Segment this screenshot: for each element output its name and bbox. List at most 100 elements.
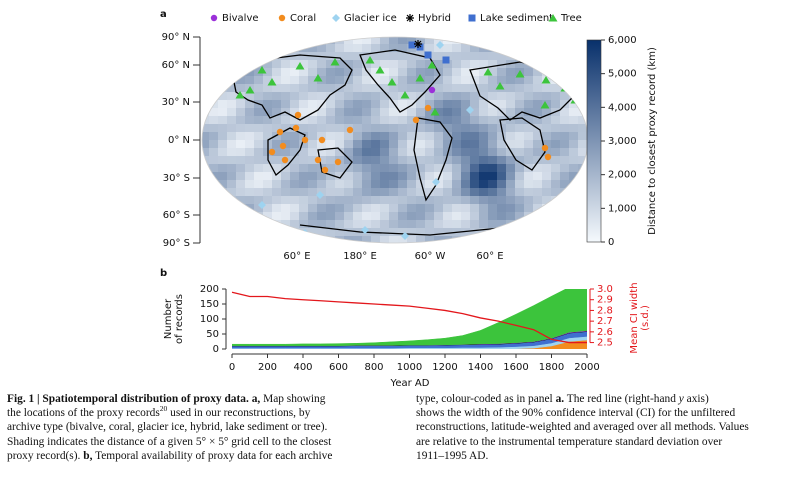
grid-cell — [317, 37, 326, 44]
grid-cell — [380, 244, 389, 252]
x-tick-label: 600 — [329, 362, 348, 373]
y2-axis-label: (s.d.) — [640, 305, 651, 331]
grid-cell — [308, 172, 317, 180]
grid-cell — [335, 68, 344, 76]
grid-cell — [236, 132, 245, 140]
grid-cell — [560, 68, 569, 76]
y2-tick-label: 2.9 — [597, 295, 613, 306]
grid-cell — [542, 156, 551, 164]
grid-cell — [209, 164, 218, 172]
grid-cell — [308, 180, 317, 188]
grid-cell — [308, 116, 317, 124]
grid-cell — [389, 164, 398, 172]
grid-cell — [569, 148, 578, 156]
grid-cell — [389, 204, 398, 212]
grid-cell — [587, 244, 596, 252]
grid-cell — [254, 244, 263, 252]
grid-cell — [443, 180, 452, 188]
grid-cell — [443, 228, 452, 236]
grid-cell — [569, 156, 578, 164]
grid-cell — [326, 92, 335, 100]
grid-cell — [533, 148, 542, 156]
grid-cell — [272, 92, 281, 100]
grid-cell — [524, 148, 533, 156]
grid-cell — [254, 188, 263, 196]
grid-cell — [551, 180, 560, 188]
proxy-marker — [276, 128, 284, 136]
grid-cell — [326, 84, 335, 92]
grid-cell — [542, 172, 551, 180]
grid-cell — [218, 140, 227, 148]
grid-cell — [578, 124, 587, 132]
grid-cell — [344, 116, 353, 124]
grid-cell — [326, 204, 335, 212]
legend-marker — [406, 14, 414, 22]
grid-cell — [202, 148, 209, 156]
grid-cell — [470, 188, 479, 196]
grid-cell — [524, 124, 533, 132]
grid-cell — [202, 172, 209, 180]
caption-text: 1911–1995 AD. — [416, 449, 489, 462]
grid-cell — [353, 108, 362, 116]
grid-cell — [245, 172, 254, 180]
grid-cell — [308, 76, 317, 84]
grid-cell — [371, 172, 380, 180]
grid-cell — [380, 236, 389, 243]
grid-cell — [461, 188, 470, 196]
grid-cell — [461, 108, 470, 116]
grid-cell — [533, 236, 542, 243]
grid-cell — [506, 196, 515, 204]
grid-cell — [254, 84, 263, 92]
grid-cell — [533, 108, 542, 116]
grid-cell — [479, 140, 488, 148]
grid-cell — [272, 204, 281, 212]
grid-cell — [371, 44, 380, 52]
caption-text: are relative to the instrumental tempera… — [416, 435, 723, 448]
grid-cell — [425, 68, 434, 76]
grid-cell — [263, 236, 272, 243]
grid-cell — [533, 100, 542, 108]
grid-cell — [209, 228, 218, 236]
grid-cell — [371, 100, 380, 108]
y-tick-label: 0 — [213, 344, 219, 355]
legend-marker — [210, 14, 218, 22]
grid-cell — [236, 148, 245, 156]
grid-cell — [560, 220, 569, 228]
grid-cell — [326, 244, 335, 252]
grid-cell — [202, 124, 209, 132]
grid-cell — [506, 132, 515, 140]
grid-cell — [272, 212, 281, 220]
grid-cell — [281, 180, 290, 188]
grid-cell — [227, 116, 236, 124]
grid-cell — [344, 212, 353, 220]
grid-cell — [353, 100, 362, 108]
grid-cell — [344, 236, 353, 243]
grid-cell — [452, 164, 461, 172]
proxy-marker — [296, 39, 304, 47]
y-tick-label: 150 — [200, 299, 219, 310]
grid-cell — [425, 188, 434, 196]
grid-cell — [353, 37, 362, 44]
proxy-marker — [387, 78, 397, 86]
grid-cell — [353, 124, 362, 132]
grid-cell — [209, 124, 218, 132]
proxy-marker — [295, 62, 305, 70]
grid-cell — [533, 52, 542, 60]
grid-cell — [569, 228, 578, 236]
grid-cell — [362, 108, 371, 116]
grid-cell — [497, 44, 506, 52]
grid-cell — [515, 92, 524, 100]
grid-cell — [443, 220, 452, 228]
grid-cell — [308, 37, 317, 44]
grid-cell — [344, 172, 353, 180]
grid-cell — [551, 100, 560, 108]
grid-cell — [488, 220, 497, 228]
grid-cell — [362, 204, 371, 212]
grid-cell — [479, 156, 488, 164]
grid-cell — [326, 140, 335, 148]
grid-cell — [344, 220, 353, 228]
grid-cell — [254, 220, 263, 228]
grid-cell — [515, 156, 524, 164]
grid-cell — [569, 244, 578, 252]
grid-cell — [272, 100, 281, 108]
